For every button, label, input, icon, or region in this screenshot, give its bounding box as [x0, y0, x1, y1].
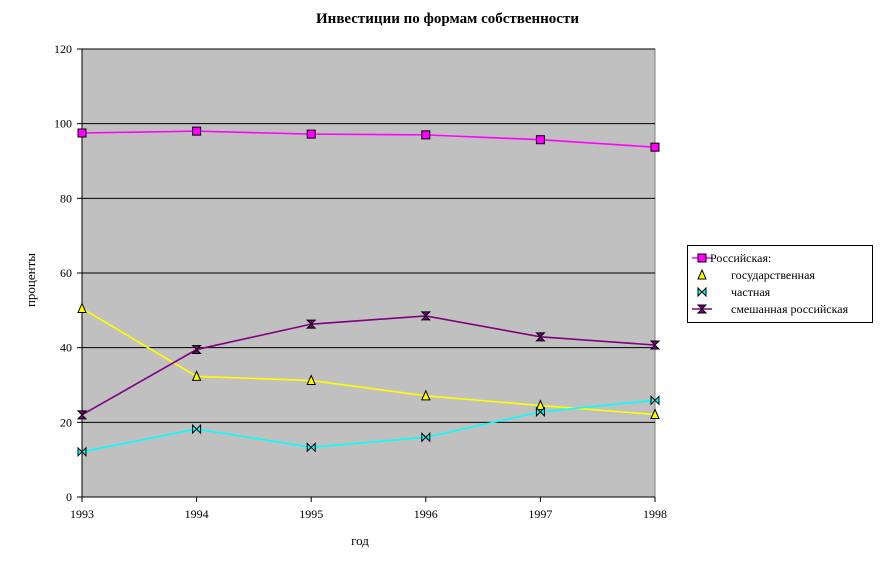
legend-marker: [697, 286, 707, 298]
y-tick-label: 120: [54, 42, 72, 56]
axes: 0 20 40 60 80 100 120 1993 1994 1995 1996 1997 1998: [54, 42, 667, 521]
data-point-chastnaya: [535, 406, 545, 418]
data-point-smeshannaya: [76, 410, 88, 420]
data-point-smeshannaya-shape: [535, 332, 546, 342]
data-point-rossiyskaya: [421, 130, 431, 140]
x-tick-label: 1993: [70, 507, 94, 521]
data-point-gosudarstvennaya: [306, 374, 316, 386]
data-point-smeshannaya: [191, 345, 202, 355]
x-tick-label: 1998: [643, 507, 667, 521]
legend-marker-shape: [697, 253, 707, 263]
data-point-chastnaya-shape: [192, 423, 202, 435]
x-axis-label: год: [351, 533, 369, 548]
data-point-chastnaya: [77, 446, 87, 458]
data-point-smeshannaya-shape: [76, 410, 88, 420]
data-point-gosudarstvennaya-shape: [191, 370, 202, 381]
legend-label: государственная: [731, 268, 815, 282]
y-tick-label: 20: [60, 415, 72, 429]
series-line-smeshannaya: [81, 315, 656, 416]
data-point-gosudarstvennaya-shape: [306, 374, 316, 386]
data-point-gosudarstvennaya-shape: [421, 389, 431, 401]
data-point-gosudarstvennaya: [535, 399, 546, 411]
legend-marker: [697, 268, 707, 280]
y-tick-label: 0: [66, 490, 72, 504]
legend-marker-shape: [696, 304, 708, 314]
x-tick-label: 1995: [299, 507, 323, 521]
legend-swatch-triangle-icon: [697, 268, 707, 280]
series-markers: [76, 126, 661, 458]
data-point-rossiyskaya: [306, 129, 316, 139]
data-point-smeshannaya: [649, 340, 661, 350]
data-point-rossiyskaya-shape: [421, 130, 431, 140]
legend-marker-shape: [697, 268, 707, 280]
y-tick-label: 40: [60, 341, 72, 355]
legend-item-smeshannaya: смешанная российская: [688, 301, 872, 317]
x-tick-label: 1997: [528, 507, 552, 521]
series-line-rossiyskaya: [81, 130, 656, 148]
chart-title: Инвестиции по формам собственности: [316, 11, 579, 27]
data-point-rossiyskaya-shape: [535, 135, 545, 145]
data-point-smeshannaya-shape: [420, 311, 432, 321]
legend: Российская: государственная частная смеш…: [687, 245, 873, 323]
y-tick-label: 80: [60, 191, 72, 205]
y-axis-label: проценты: [23, 252, 38, 308]
legend-marker: [697, 253, 707, 263]
data-point-smeshannaya-shape: [191, 345, 202, 355]
legend-swatch-hourglass-icon: [692, 304, 712, 314]
data-point-gosudarstvennaya: [421, 389, 431, 401]
data-point-chastnaya-shape: [650, 395, 660, 406]
legend-label: частная: [731, 285, 771, 299]
data-point-chastnaya-shape: [306, 442, 316, 453]
data-point-smeshannaya: [420, 311, 432, 321]
data-point-rossiyskaya: [77, 128, 87, 138]
series-line-chastnaya: [81, 399, 656, 453]
legend-item-chastnaya: частная: [688, 284, 872, 300]
series-line-gosudarstvennaya: [81, 307, 656, 416]
data-point-rossiyskaya: [535, 135, 545, 145]
data-point-chastnaya-shape: [77, 446, 87, 458]
data-point-chastnaya: [421, 432, 431, 443]
x-tick-label: 1994: [185, 507, 209, 521]
y-tick-label: 100: [54, 117, 72, 131]
data-point-chastnaya: [306, 442, 316, 453]
legend-marker: [696, 304, 708, 314]
legend-swatch-bowtie-icon: [697, 286, 707, 298]
data-point-smeshannaya: [535, 332, 546, 342]
legend-item-rossiyskaya: Российская:: [688, 250, 872, 266]
data-point-rossiyskaya: [192, 126, 202, 136]
series-lines: [81, 130, 656, 453]
data-point-smeshannaya-shape: [649, 340, 661, 350]
data-point-chastnaya-shape: [535, 406, 545, 418]
x-tick-label: 1996: [414, 507, 438, 521]
data-point-rossiyskaya: [650, 142, 660, 152]
data-point-rossiyskaya-shape: [192, 126, 202, 136]
data-point-gosudarstvennaya: [650, 408, 660, 419]
gridlines: [82, 48, 655, 423]
data-point-chastnaya-shape: [421, 432, 431, 443]
data-point-smeshannaya-shape: [305, 319, 317, 329]
legend-swatch-square-icon: [692, 253, 712, 263]
legend-label: Российская:: [710, 251, 772, 265]
data-point-gosudarstvennaya-shape: [650, 408, 660, 419]
data-point-gosudarstvennaya: [191, 370, 202, 381]
y-tick-label: 60: [60, 266, 72, 280]
data-point-chastnaya: [192, 423, 202, 435]
data-point-rossiyskaya-shape: [77, 128, 87, 138]
data-point-chastnaya: [650, 395, 660, 406]
data-point-gosudarstvennaya-shape: [77, 302, 87, 313]
legend-item-gosudarstvennaya: государственная: [688, 267, 872, 283]
data-point-gosudarstvennaya: [77, 302, 87, 313]
data-point-smeshannaya: [305, 319, 317, 329]
legend-label: смешанная российская: [731, 302, 849, 316]
data-point-gosudarstvennaya-shape: [535, 399, 546, 411]
data-point-rossiyskaya-shape: [306, 129, 316, 139]
data-point-rossiyskaya-shape: [650, 142, 660, 152]
legend-marker-shape: [697, 286, 707, 298]
